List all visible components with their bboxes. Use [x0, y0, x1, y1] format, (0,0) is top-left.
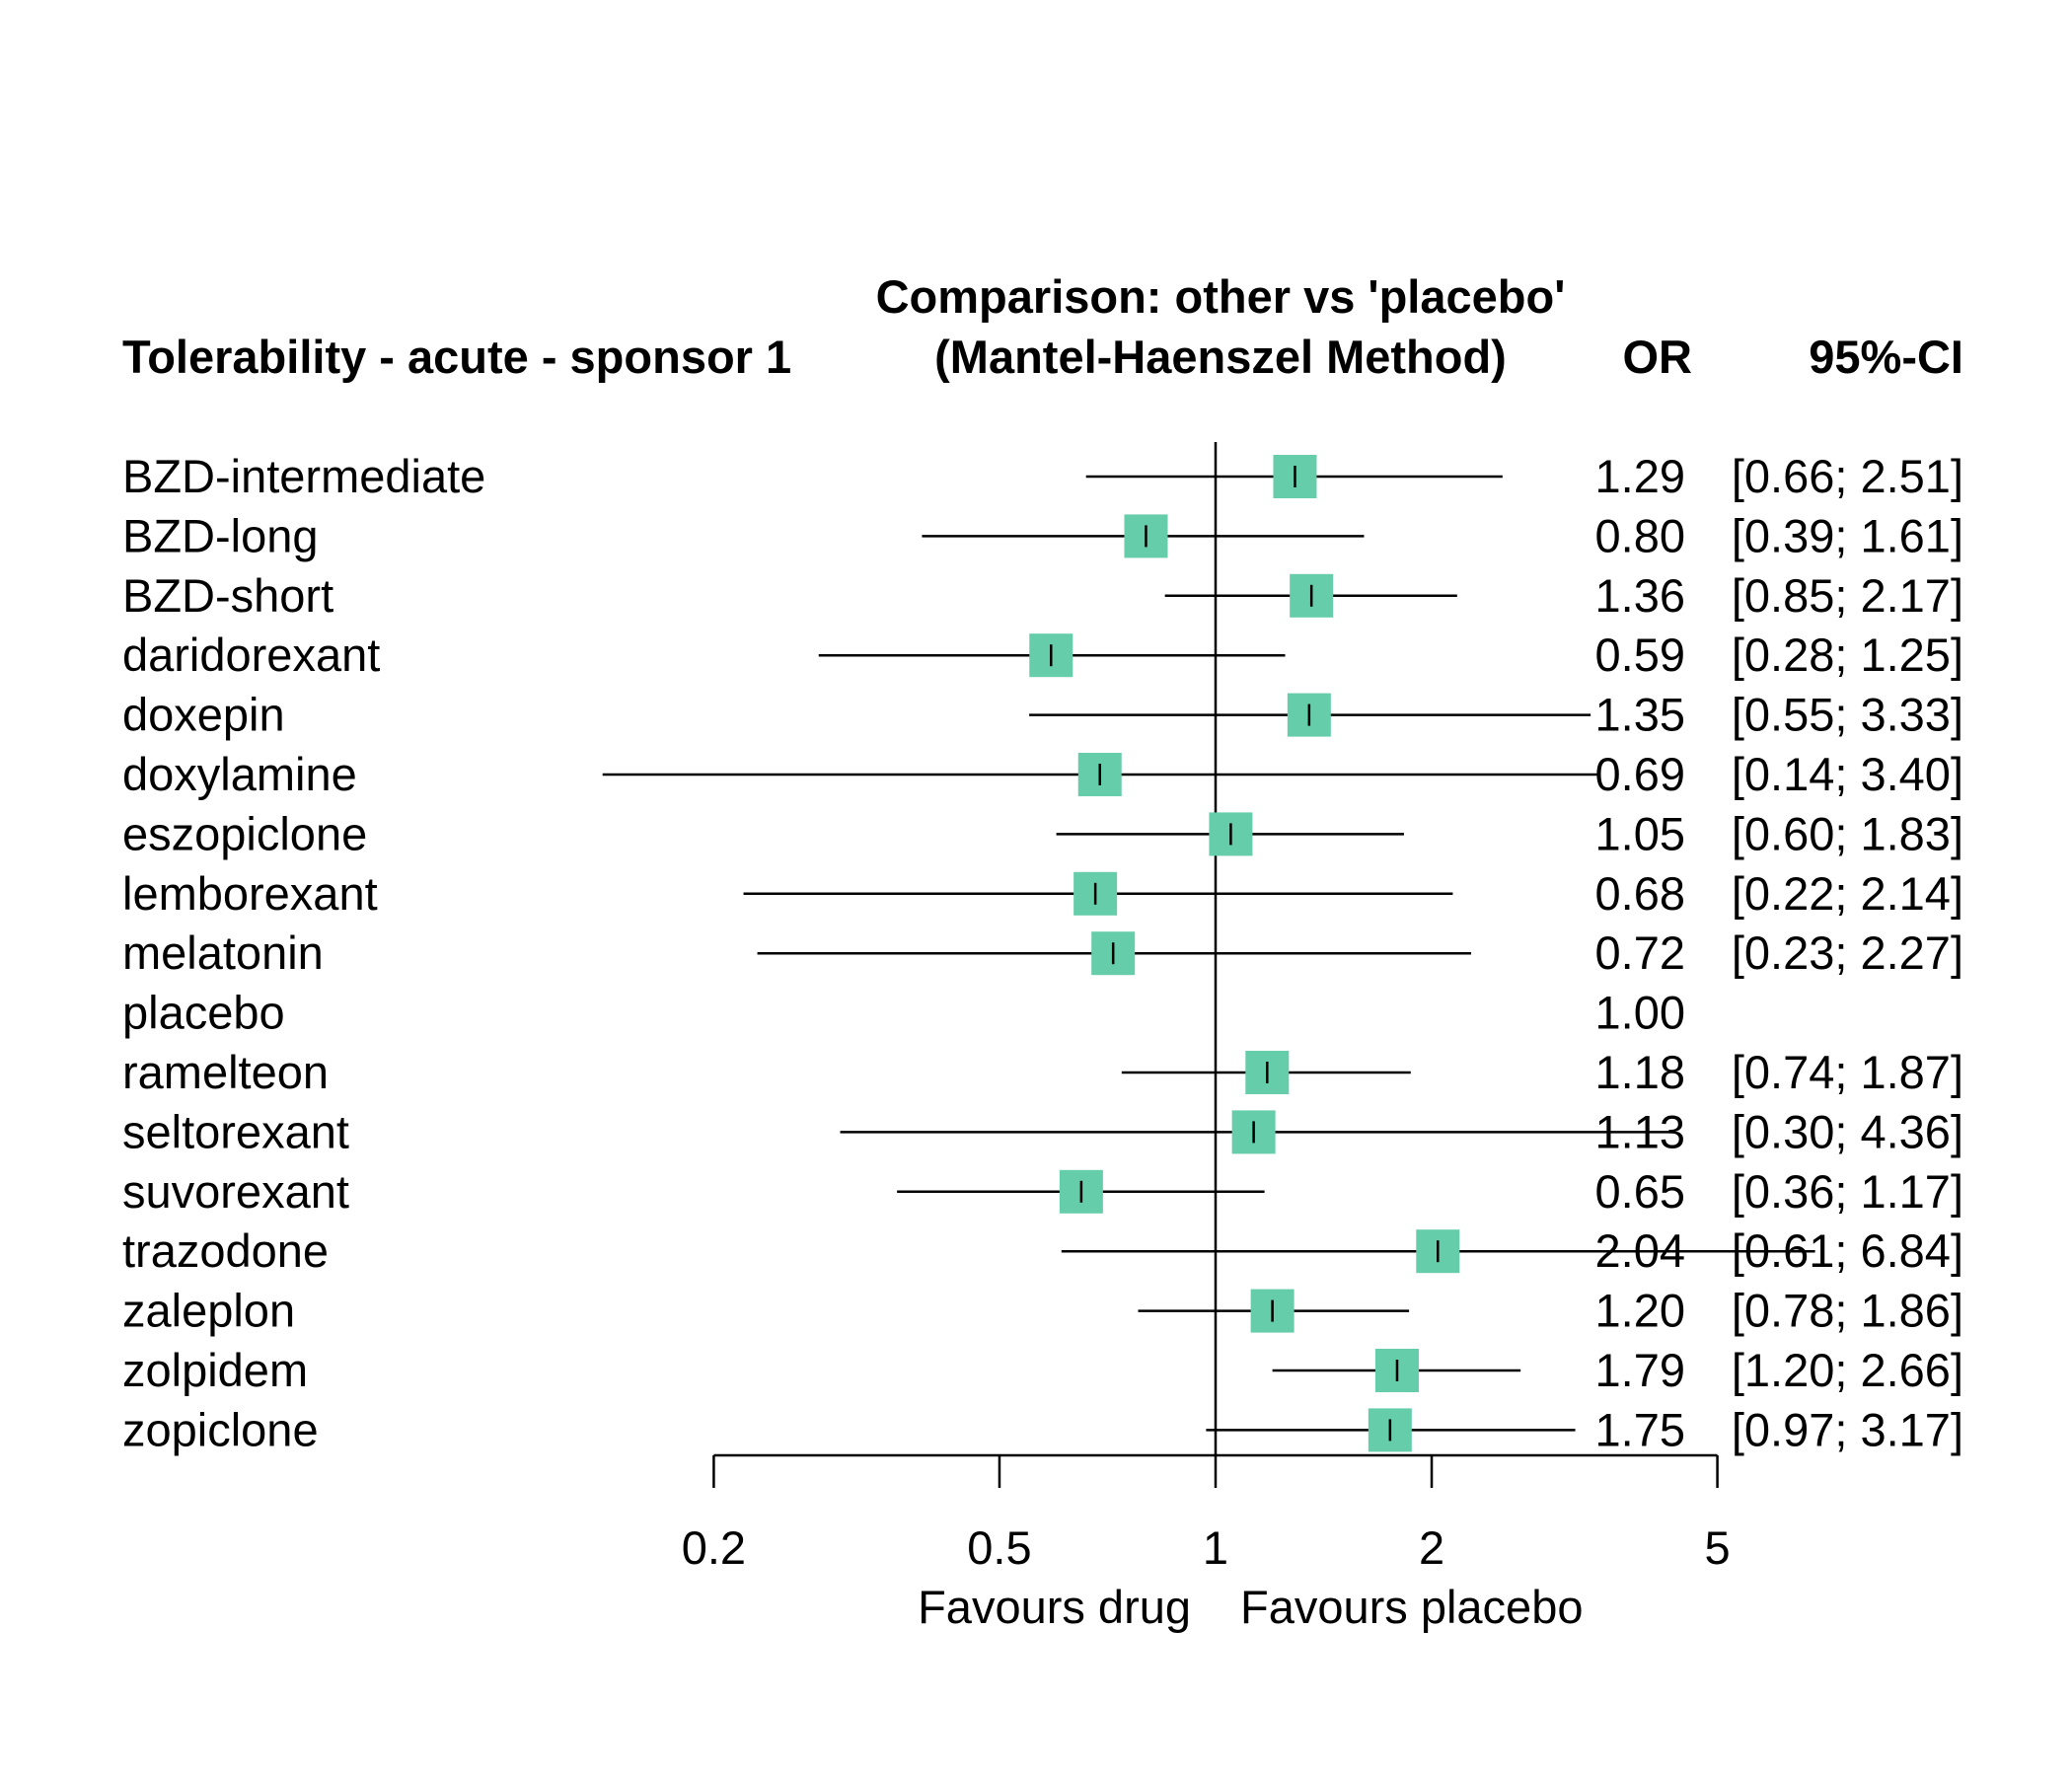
- study-row: daridorexant 0.59 [0.28; 1.25]: [122, 629, 1963, 681]
- study-name: ramelteon: [122, 1046, 329, 1098]
- or-value: 2.04: [1595, 1224, 1685, 1277]
- study-row: zaleplon 1.20 [0.78; 1.86]: [122, 1285, 1963, 1337]
- or-value: 0.59: [1595, 629, 1685, 681]
- or-value: 1.18: [1595, 1046, 1685, 1098]
- study-row: seltorexant 1.13 [0.30; 4.36]: [122, 1105, 1963, 1157]
- x-tick-label: 0.2: [682, 1521, 746, 1574]
- x-tick-label: 5: [1705, 1521, 1731, 1574]
- study-name: zolpidem: [122, 1344, 308, 1396]
- study-row: BZD-long 0.80 [0.39; 1.61]: [122, 509, 1963, 561]
- header: Tolerability - acute - sponsor 1 Compari…: [122, 270, 1963, 383]
- study-name: suvorexant: [122, 1165, 349, 1218]
- favours-placebo-label: Favours placebo: [1240, 1581, 1583, 1633]
- or-value: 1.75: [1595, 1403, 1685, 1455]
- study-name: doxylamine: [122, 748, 357, 800]
- study-row: melatonin 0.72 [0.23; 2.27]: [122, 926, 1963, 979]
- or-value: 1.36: [1595, 569, 1685, 622]
- x-tick-label: 2: [1419, 1521, 1444, 1574]
- ci-value: [0.23; 2.27]: [1732, 926, 1963, 979]
- study-name: doxepin: [122, 689, 285, 741]
- study-row: BZD-intermediate 1.29 [0.66; 2.51]: [122, 450, 1963, 502]
- x-tick-label: 1: [1203, 1521, 1228, 1574]
- study-name: trazodone: [122, 1224, 329, 1277]
- ci-value: [0.85; 2.17]: [1732, 569, 1963, 622]
- study-row: zopiclone 1.75 [0.97; 3.17]: [122, 1403, 1963, 1455]
- or-value: 1.00: [1595, 987, 1685, 1039]
- ci-value: [0.28; 1.25]: [1732, 629, 1963, 681]
- ci-value: [0.60; 1.83]: [1732, 807, 1963, 859]
- or-value: 1.35: [1595, 689, 1685, 741]
- or-value: 1.13: [1595, 1105, 1685, 1157]
- x-tick-label: 0.5: [967, 1521, 1031, 1574]
- ci-value: [0.78; 1.86]: [1732, 1285, 1963, 1337]
- study-row: placebo 1.00: [122, 987, 1685, 1039]
- title-left: Tolerability - acute - sponsor 1: [122, 331, 791, 383]
- study-name: BZD-intermediate: [122, 450, 485, 502]
- study-name: eszopiclone: [122, 807, 367, 859]
- favours-drug-label: Favours drug: [918, 1581, 1191, 1633]
- study-row: ramelteon 1.18 [0.74; 1.87]: [122, 1046, 1963, 1098]
- ci-value: [0.74; 1.87]: [1732, 1046, 1963, 1098]
- or-value: 0.80: [1595, 509, 1685, 561]
- ci-value: [0.61; 6.84]: [1732, 1224, 1963, 1277]
- or-value: 1.20: [1595, 1285, 1685, 1337]
- ci-value: [0.14; 3.40]: [1732, 748, 1963, 800]
- x-axis: 0.2 0.5 1 2 5 Favours drug Favours placebo: [682, 1453, 1731, 1633]
- study-name: melatonin: [122, 926, 324, 979]
- ci-value: [0.22; 2.14]: [1732, 867, 1963, 920]
- study-row: suvorexant 0.65 [0.36; 1.17]: [122, 1165, 1963, 1218]
- study-row: eszopiclone 1.05 [0.60; 1.83]: [122, 807, 1963, 859]
- ci-value: [0.30; 4.36]: [1732, 1105, 1963, 1157]
- study-row: doxylamine 0.69 [0.14; 3.40]: [122, 748, 1963, 800]
- ci-value: [0.97; 3.17]: [1732, 1403, 1963, 1455]
- study-row: lemborexant 0.68 [0.22; 2.14]: [122, 867, 1963, 920]
- or-value: 0.68: [1595, 867, 1685, 920]
- or-value: 1.29: [1595, 450, 1685, 502]
- study-name: seltorexant: [122, 1105, 349, 1157]
- study-name: zaleplon: [122, 1285, 295, 1337]
- study-row: zolpidem 1.79 [1.20; 2.66]: [122, 1344, 1963, 1396]
- study-rows: BZD-intermediate 1.29 [0.66; 2.51] BZD-long…: [122, 442, 1963, 1455]
- title-center-line2: (Mantel-Haenszel Method): [934, 331, 1507, 383]
- column-header-or: OR: [1623, 331, 1693, 383]
- study-name: BZD-long: [122, 509, 319, 561]
- ci-value: [0.36; 1.17]: [1732, 1165, 1963, 1218]
- ci-value: [0.55; 3.33]: [1732, 689, 1963, 741]
- ci-value: [0.39; 1.61]: [1732, 509, 1963, 561]
- study-name: zopiclone: [122, 1403, 319, 1455]
- ci-value: [1.20; 2.66]: [1732, 1344, 1963, 1396]
- or-value: 1.79: [1595, 1344, 1685, 1396]
- study-row: doxepin 1.35 [0.55; 3.33]: [122, 689, 1963, 741]
- or-value: 1.05: [1595, 807, 1685, 859]
- study-row: trazodone 2.04 [0.61; 6.84]: [122, 1224, 1963, 1277]
- study-name: BZD-short: [122, 569, 333, 622]
- study-name: placebo: [122, 987, 285, 1039]
- column-header-ci: 95%-CI: [1809, 331, 1963, 383]
- title-center-line1: Comparison: other vs 'placebo': [876, 270, 1566, 323]
- or-value: 0.72: [1595, 926, 1685, 979]
- study-name: daridorexant: [122, 629, 380, 681]
- or-value: 0.69: [1595, 748, 1685, 800]
- study-name: lemborexant: [122, 867, 378, 920]
- study-row: BZD-short 1.36 [0.85; 2.17]: [122, 569, 1963, 622]
- or-value: 0.65: [1595, 1165, 1685, 1218]
- ci-value: [0.66; 2.51]: [1732, 450, 1963, 502]
